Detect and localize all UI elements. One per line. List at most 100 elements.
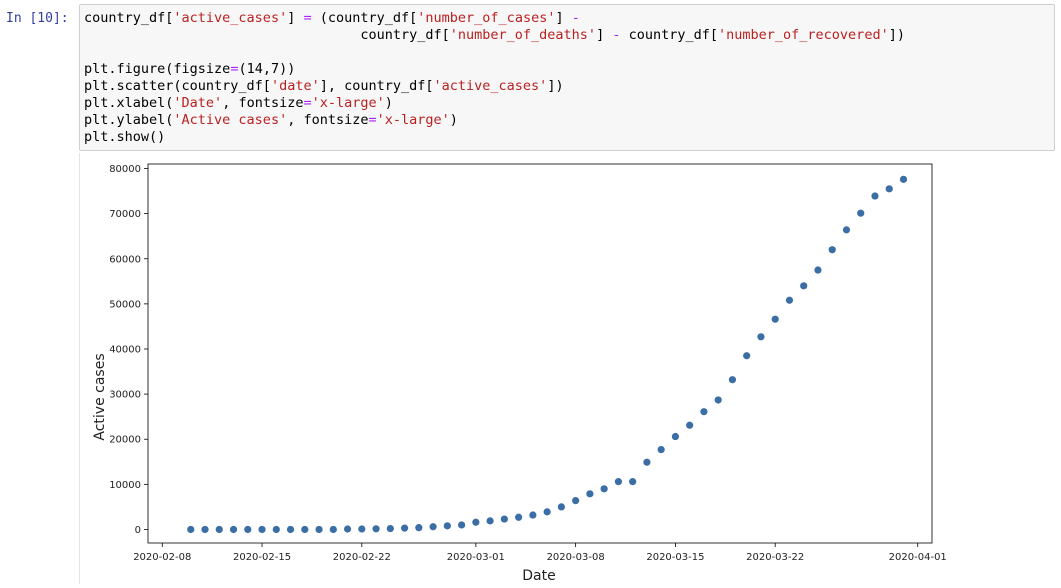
code-token: ]	[596, 27, 613, 43]
code-string-token: 'date'	[270, 78, 320, 94]
y-axis: 0 10000 20000 30000 40000 50000 60000 70000 8000…	[109, 164, 148, 536]
data-point	[828, 246, 836, 254]
code-line: plt.show()	[84, 129, 1050, 146]
data-point	[272, 525, 280, 534]
x-axis-label: Date	[522, 568, 555, 584]
code-token: plt.show()	[84, 129, 166, 145]
data-point	[201, 525, 209, 534]
code-string-token: 'number_of_deaths'	[449, 27, 597, 43]
x-axis: 2020-02-08 2020-02-15 2020-02-22 2020-03-01…	[133, 543, 947, 563]
data-point	[800, 282, 808, 290]
code-string-token: 'x-large'	[311, 95, 385, 111]
data-point	[629, 478, 637, 486]
y-tick-label: 70000	[109, 209, 141, 220]
y-tick-label: 40000	[109, 344, 141, 355]
data-point	[714, 396, 722, 404]
code-operator-token: =	[368, 112, 377, 128]
y-tick-label: 20000	[109, 435, 141, 446]
data-point	[643, 458, 651, 466]
data-point	[885, 185, 893, 193]
data-point	[728, 376, 737, 384]
data-point	[700, 408, 708, 416]
x-tick-label: 2020-03-08	[547, 552, 605, 563]
data-point	[771, 315, 779, 323]
x-tick-label: 2020-02-15	[233, 552, 291, 563]
data-point	[258, 525, 266, 534]
code-token: ])	[547, 78, 564, 94]
x-tick-label: 2020-02-22	[333, 552, 391, 563]
code-token: )	[449, 112, 458, 128]
data-point	[472, 518, 480, 526]
code-line: country_df['active_cases'] = (country_df…	[84, 10, 1050, 27]
data-point	[814, 266, 822, 274]
code-operator-token: =	[230, 61, 239, 77]
y-tick-label: 30000	[109, 390, 141, 401]
data-point	[842, 226, 851, 234]
code-token: ], country_df[	[319, 78, 434, 94]
code-string-token: 'active_cases'	[173, 10, 288, 26]
data-point	[871, 192, 879, 200]
data-point	[372, 525, 380, 533]
data-point	[400, 524, 409, 532]
data-point	[429, 523, 437, 531]
data-point	[229, 525, 238, 534]
code-token: )	[384, 95, 393, 111]
data-point	[215, 525, 223, 534]
data-point	[515, 513, 523, 521]
cell-prompt: In [10]:	[6, 11, 69, 26]
data-point	[358, 525, 366, 533]
data-point	[286, 525, 295, 534]
data-point	[757, 333, 765, 341]
x-tick-label: 2020-03-22	[746, 552, 804, 563]
data-point	[614, 478, 623, 486]
code-string-token: 'Date'	[173, 95, 223, 111]
y-tick-label: 0	[135, 525, 141, 536]
data-point	[586, 490, 594, 498]
code-token: plt.ylabel(	[84, 112, 174, 128]
data-point	[857, 209, 865, 217]
data-point	[899, 175, 908, 183]
data-point	[671, 432, 680, 441]
y-tick-label: 60000	[109, 254, 141, 265]
data-point	[557, 503, 565, 511]
code-operator-token: =	[303, 95, 312, 111]
code-operator-token: -	[571, 10, 580, 26]
code-line: plt.ylabel('Active cases', fontsize='x-l…	[84, 112, 1050, 129]
code-string-token: 'x-large'	[376, 112, 450, 128]
data-point	[187, 525, 195, 534]
code-operator-token: =	[303, 10, 312, 26]
code-token: country_df[	[620, 27, 719, 43]
code-string-token: 'active_cases'	[433, 78, 548, 94]
data-point	[486, 517, 494, 525]
code-string-token: 'number_of_recovered'	[718, 27, 889, 43]
code-token: (14,7))	[238, 61, 296, 77]
data-point	[529, 511, 537, 519]
y-axis-label: Active cases	[92, 353, 108, 440]
data-point	[343, 525, 352, 533]
code-token: , fontsize	[287, 112, 369, 128]
code-line: plt.figure(figsize=(14,7))	[84, 61, 1050, 78]
code-token: (country_df[	[311, 10, 418, 26]
code-line: plt.scatter(country_df['date'], country_…	[84, 78, 1050, 95]
code-token: country_df[	[84, 10, 174, 26]
cell-output: 0 10000 20000 30000 40000 50000 60000 70000 8000…	[79, 153, 1061, 584]
code-operator-token: -	[612, 27, 621, 43]
data-point	[743, 352, 751, 360]
code-cell-input[interactable]: country_df['active_cases'] = (country_df…	[79, 4, 1055, 151]
data-point	[301, 525, 309, 534]
code-token: plt.figure(figsize	[84, 61, 231, 77]
data-point	[785, 296, 794, 304]
code-editor[interactable]: country_df['active_cases'] = (country_df…	[84, 10, 1050, 146]
code-token: ]	[287, 10, 304, 26]
data-points	[187, 175, 908, 534]
y-tick-label: 50000	[109, 299, 141, 310]
data-point	[572, 496, 580, 505]
data-point	[415, 524, 423, 532]
code-line: plt.xlabel('Date', fontsize='x-large')	[84, 95, 1050, 112]
data-point	[686, 421, 694, 429]
code-token: plt.xlabel(	[84, 95, 174, 111]
x-tick-label: 2020-03-01	[447, 552, 505, 563]
data-point	[458, 521, 466, 529]
data-point	[500, 515, 508, 523]
plot-frame	[147, 163, 933, 544]
